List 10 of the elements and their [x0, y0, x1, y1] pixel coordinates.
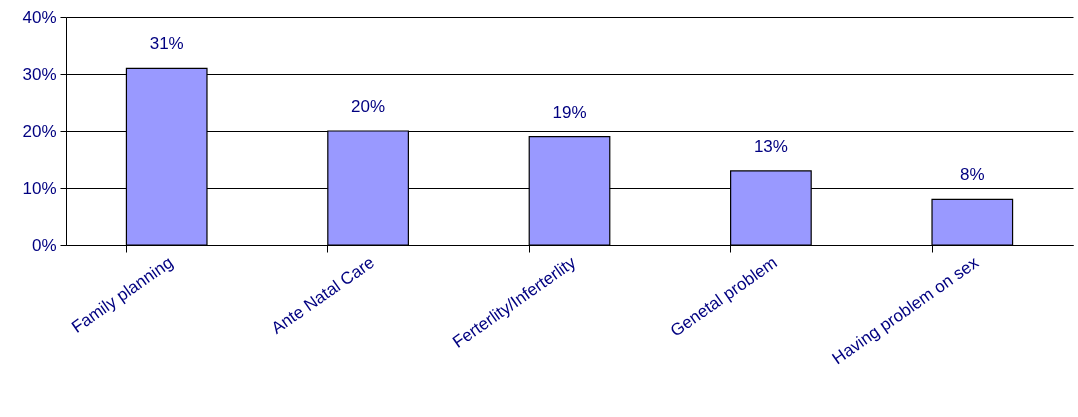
y-tick-label: 40%	[22, 7, 57, 27]
y-tick-label: 20%	[22, 121, 57, 141]
data-label: 8%	[960, 165, 985, 185]
data-label: 19%	[552, 102, 587, 122]
y-tick-label: 30%	[22, 64, 57, 84]
data-label: 20%	[351, 97, 386, 116]
y-tick-label: 10%	[22, 178, 57, 198]
y-tick-label: 0%	[31, 235, 57, 255]
data-label: 31%	[149, 34, 184, 54]
data-label: 13%	[753, 136, 788, 156]
